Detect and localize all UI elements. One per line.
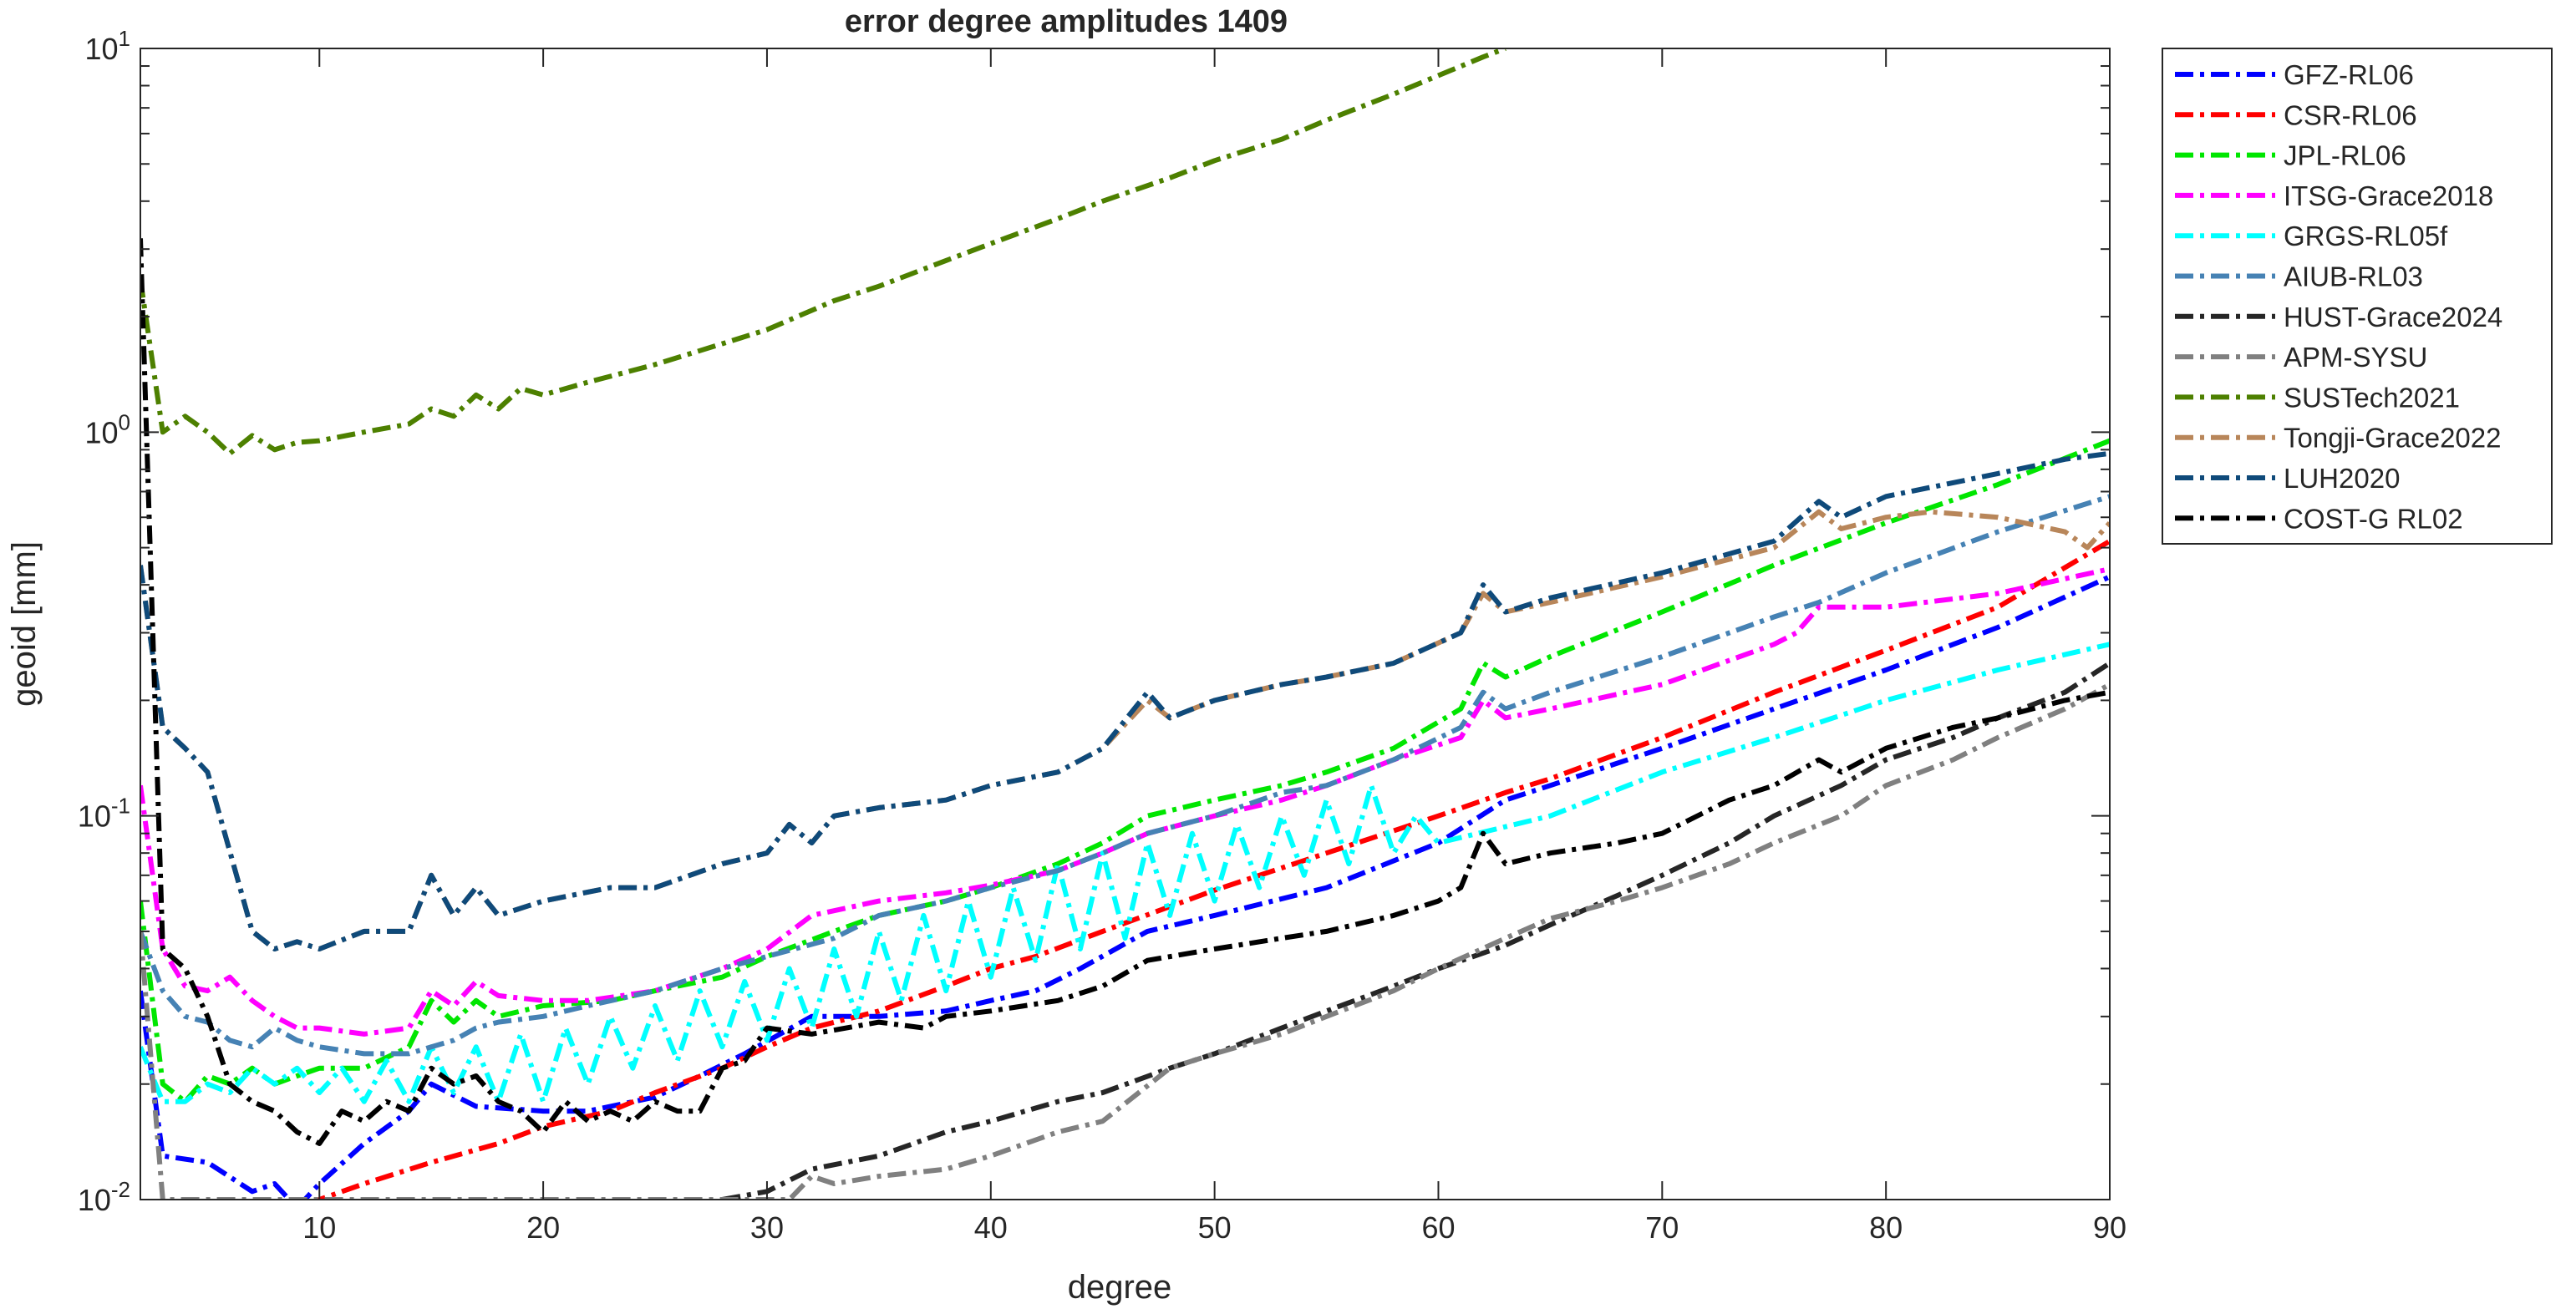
y-tick-label: 10-1 xyxy=(78,794,130,834)
legend-label: AIUB-RL03 xyxy=(2284,261,2423,292)
chart-title: error degree amplitudes 1409 xyxy=(845,4,1288,39)
x-tick-label: 10 xyxy=(302,1210,336,1245)
x-tick-label: 50 xyxy=(1198,1210,1232,1245)
x-tick-label: 60 xyxy=(1421,1210,1455,1245)
x-axis-label: degree xyxy=(1068,1269,1172,1306)
x-tick-label: 90 xyxy=(2093,1210,2126,1245)
legend-label: SUSTech2021 xyxy=(2284,382,2460,413)
legend-label: ITSG-Grace2018 xyxy=(2284,180,2493,211)
series-line-cost-g-rl02 xyxy=(140,238,2110,1146)
legend-label: CSR-RL06 xyxy=(2284,99,2417,130)
legend-label: LUH2020 xyxy=(2284,463,2400,494)
legend-label: GRGS-RL05f xyxy=(2284,221,2448,251)
series-line-grgs-rl05f xyxy=(140,642,2110,1104)
plot-frame xyxy=(140,48,2111,1200)
y-tick-label: 101 xyxy=(84,26,130,66)
series-line-csr-rl06 xyxy=(312,539,2110,1200)
legend-label: Tongji-Grace2022 xyxy=(2284,423,2502,454)
series-line-luh2020 xyxy=(140,450,2110,951)
series-line-jpl-rl06 xyxy=(140,438,2110,1104)
x-tick-label: 30 xyxy=(750,1210,784,1245)
series-line-aiub-rl03 xyxy=(140,494,2110,1057)
y-tick-label: 100 xyxy=(84,409,130,449)
x-tick-label: 80 xyxy=(1869,1210,1903,1245)
legend: GFZ-RL06 CSR-RL06 JPL-RL06 ITSG-Grace2018 GR… xyxy=(2162,48,2553,545)
series-line-itsg-grace2018 xyxy=(140,566,2110,1037)
legend-box xyxy=(2162,48,2553,545)
legend-label: COST-G RL02 xyxy=(2284,503,2463,534)
x-tick-label: 70 xyxy=(1645,1210,1679,1245)
series-line-hust-grace2024 xyxy=(721,661,2110,1200)
y-tick-label: 10-2 xyxy=(78,1177,130,1217)
x-tick-label: 20 xyxy=(526,1210,560,1245)
series-line-apm-sysu xyxy=(140,682,2110,1200)
x-tick-label: 40 xyxy=(974,1210,1008,1245)
legend-label: JPL-RL06 xyxy=(2284,140,2406,171)
y-axis-label: geoid [mm] xyxy=(6,541,43,707)
legend-label: APM-SYSU xyxy=(2284,342,2427,373)
legend-label: HUST-Grace2024 xyxy=(2284,302,2502,332)
series-line-sustech2021 xyxy=(140,48,1506,456)
series-line-gfz-rl06 xyxy=(140,574,2110,1200)
series-line-tongji-grace2022 xyxy=(140,509,2110,951)
legend-label: GFZ-RL06 xyxy=(2284,59,2414,90)
